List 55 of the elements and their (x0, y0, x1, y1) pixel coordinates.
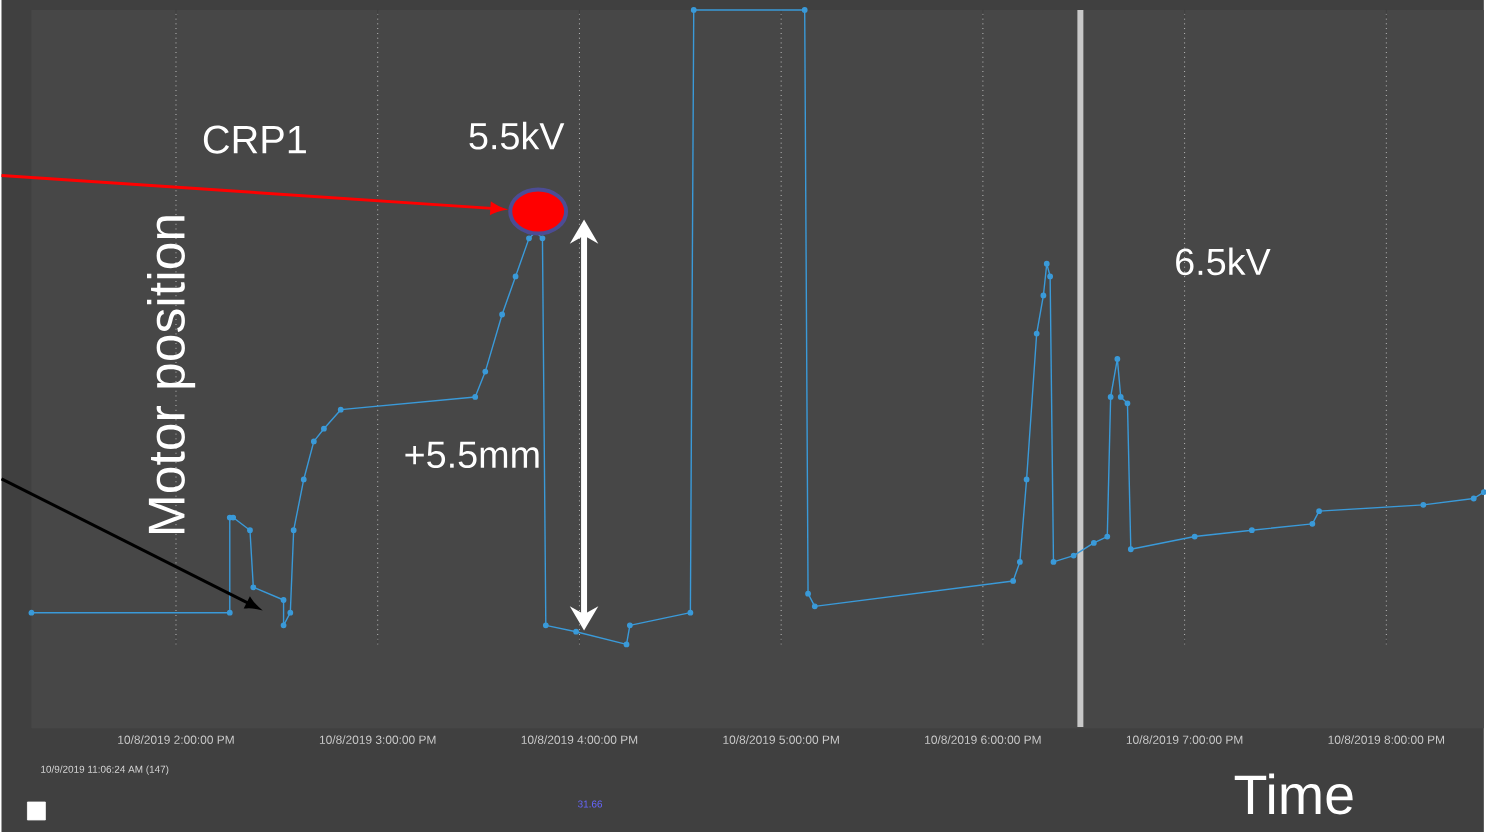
point (1010, 578, 1017, 584)
point (280, 597, 287, 603)
point (290, 527, 297, 534)
point (28, 609, 35, 616)
point (300, 476, 307, 483)
point (573, 628, 579, 635)
y-axis-title: Motor position (147, 216, 196, 534)
point (687, 609, 694, 616)
point (526, 235, 532, 242)
point (801, 7, 808, 13)
point (1043, 260, 1050, 267)
point (626, 622, 633, 629)
point (226, 609, 233, 616)
point (811, 603, 818, 610)
annotation: 6.5kV (1176, 247, 1271, 276)
point (287, 609, 294, 616)
point (1050, 559, 1057, 565)
point (623, 641, 630, 648)
point (542, 622, 549, 629)
point (1316, 508, 1322, 515)
point (1040, 292, 1047, 299)
point (1047, 273, 1054, 280)
x-axis-title: Time (1234, 773, 1353, 815)
point (337, 406, 344, 413)
point (1023, 476, 1030, 483)
point (1070, 552, 1077, 559)
point (1470, 495, 1477, 502)
point (512, 273, 519, 280)
point (1420, 501, 1427, 508)
point (690, 7, 697, 13)
point (1033, 330, 1040, 337)
point (1107, 394, 1114, 400)
point (250, 584, 257, 591)
annotation: CRP1 (203, 125, 306, 154)
point (539, 235, 546, 242)
point (499, 311, 506, 318)
point (1124, 400, 1131, 407)
point (1248, 527, 1255, 534)
point (1309, 521, 1316, 527)
point (472, 394, 479, 400)
point (1117, 394, 1124, 400)
point (310, 438, 317, 445)
annotation: 5.5kV (469, 121, 565, 150)
point (280, 622, 287, 629)
point (1127, 546, 1134, 553)
point (1104, 533, 1111, 540)
point (1016, 559, 1023, 565)
point (1191, 533, 1198, 540)
annotation: +5.5mm (405, 441, 539, 469)
point (1114, 356, 1121, 362)
point (482, 368, 489, 375)
point (321, 425, 327, 432)
point (805, 590, 811, 597)
point (247, 527, 253, 534)
point (1090, 540, 1097, 546)
